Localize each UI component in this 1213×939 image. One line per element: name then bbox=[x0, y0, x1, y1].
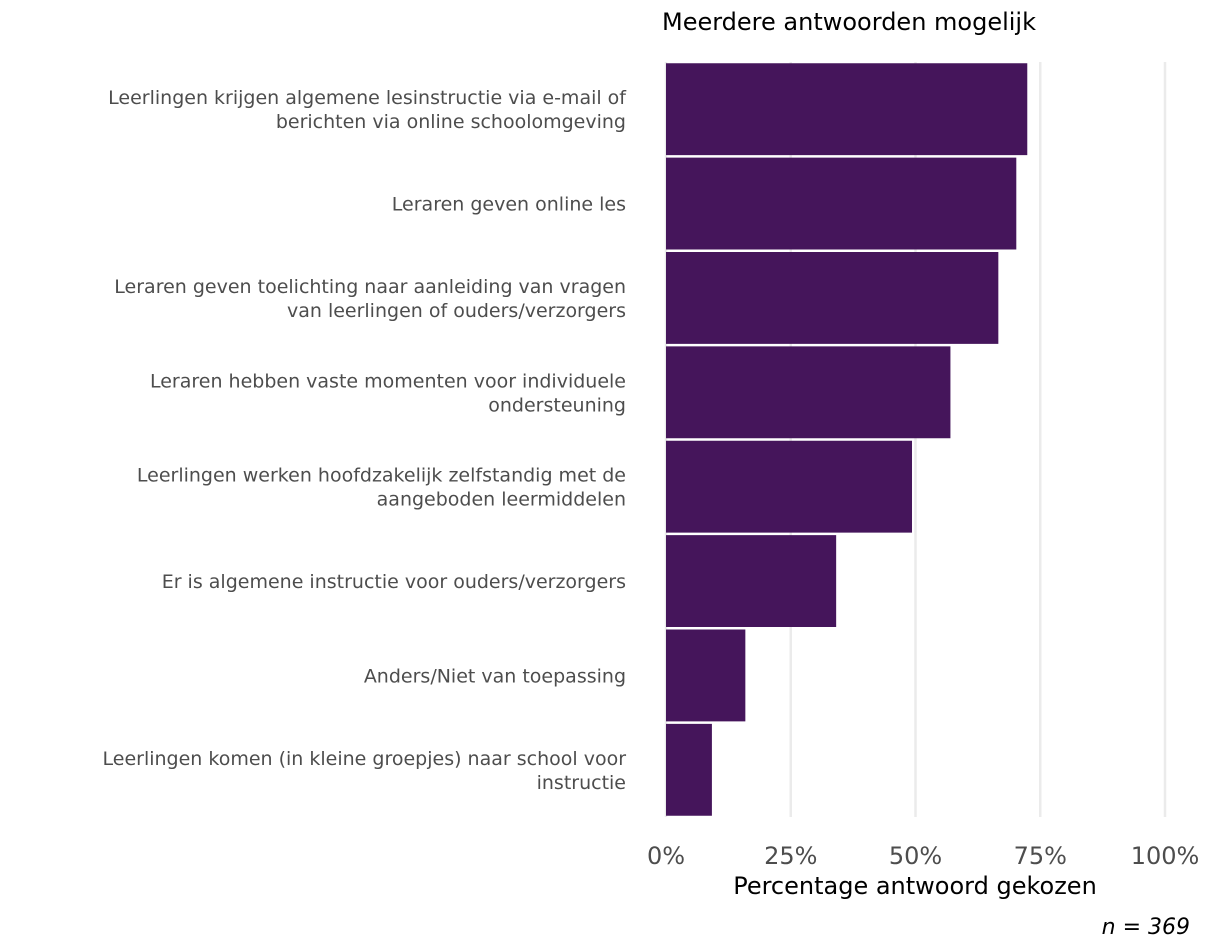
bar bbox=[666, 723, 712, 816]
x-tick-label: 0% bbox=[647, 842, 685, 870]
x-tick-label: 50% bbox=[889, 842, 942, 870]
bars bbox=[666, 63, 1028, 816]
bar bbox=[666, 440, 913, 533]
chart-title: Meerdere antwoorden mogelijk bbox=[662, 8, 1036, 36]
bar bbox=[666, 252, 999, 344]
x-tick-label: 75% bbox=[1014, 842, 1067, 870]
bar bbox=[666, 346, 951, 439]
x-tick-labels: 0% 25% 50% 75% 100% bbox=[647, 842, 1199, 870]
category-label: Leerlingen werken hoofdzakelijk zelfstan… bbox=[137, 465, 626, 511]
bar bbox=[666, 629, 746, 722]
category-label: Er is algemene instructie voor ouders/ve… bbox=[162, 571, 626, 593]
x-axis-title: Percentage antwoord gekozen bbox=[733, 872, 1097, 900]
bar bbox=[666, 157, 1017, 250]
bar bbox=[666, 63, 1028, 156]
category-label: Leerlingen krijgen algemene lesinstructi… bbox=[108, 87, 627, 133]
x-tick-label: 100% bbox=[1131, 842, 1200, 870]
category-label: Leraren geven toelichting naar aanleidin… bbox=[114, 276, 626, 322]
category-label: Leraren hebben vaste momenten voor indiv… bbox=[150, 370, 626, 416]
x-tick-label: 25% bbox=[764, 842, 817, 870]
category-labels: Leerlingen krijgen algemene lesinstructi… bbox=[103, 87, 628, 794]
sample-size-caption: n = 369 bbox=[1102, 915, 1190, 939]
category-label: Leerlingen komen (in kleine groepjes) na… bbox=[103, 748, 627, 794]
bar bbox=[666, 535, 837, 627]
category-label: Leraren geven online les bbox=[392, 194, 626, 216]
category-label: Anders/Niet van toepassing bbox=[364, 665, 626, 687]
